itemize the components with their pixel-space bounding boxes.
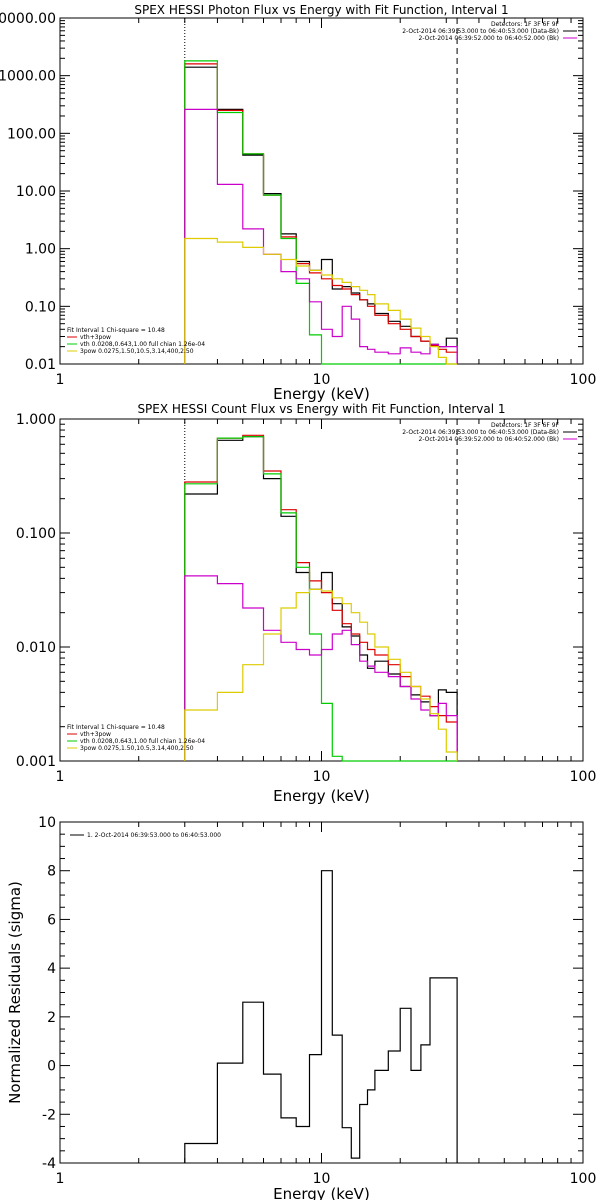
series-line-3 <box>184 436 458 762</box>
x-tick-label: 1 <box>56 372 65 388</box>
series-line-5 <box>184 237 458 365</box>
x-tick-label: 1 <box>56 1171 65 1187</box>
x-tick-label: 1 <box>56 769 65 785</box>
legend-entry: 2-Oct-2014 06:39:53.000 to 06:40:53.000 … <box>402 28 559 35</box>
y-tick-label: 8 <box>47 864 56 880</box>
series-line-5 <box>184 588 458 761</box>
y-tick-label: 0.100 <box>16 526 56 542</box>
series-line-1 <box>184 870 458 1163</box>
legend-entry: vth 0.0208,0.643,1.00 full chian 1.26e-0… <box>80 341 205 348</box>
x-axis-label: Energy (keV) <box>273 1185 370 1200</box>
y-tick-label: 0.001 <box>16 754 56 770</box>
y-tick-label: -4 <box>42 1156 56 1172</box>
legend-entry: Fit Interval 1 Chi-square = 10.48 <box>67 327 165 334</box>
x-tick-label: 100 <box>570 1171 597 1187</box>
legend-entry: 2-Oct-2014 06:39:52.000 to 06:40:52.000 … <box>419 35 560 42</box>
x-axis-label: Energy (keV) <box>273 385 370 403</box>
chart-panel-1: 1 10 100 0.01 0.10 1.00 10.00 100.00 1000.00 1000… <box>0 3 596 403</box>
legend-entry: vth+3pow <box>80 731 111 738</box>
y-tick-label: 0 <box>47 1059 56 1075</box>
y-tick-label: 10000.00 <box>0 11 56 27</box>
x-axis-label: Energy (keV) <box>273 787 370 805</box>
y-tick-label: 2 <box>47 1010 56 1026</box>
y-tick-label: 0.010 <box>16 640 56 656</box>
y-tick-label: 10 <box>38 815 56 831</box>
y-tick-label: 1.00 <box>25 242 56 258</box>
y-tick-label: 1.000 <box>16 412 56 428</box>
legend-entry: 3pow 0.0275,1.50,10.5,3.14,400,2.50 <box>80 348 194 355</box>
legend-entry: Detectors: 1F 3F 6F 9F <box>491 21 560 28</box>
legend-entry: vth 0.0208,0.643,1.00 full chian 1.26e-0… <box>80 738 205 745</box>
y-tick-label: 0.01 <box>25 357 56 373</box>
series-line-2 <box>184 434 458 761</box>
chart-title: SPEX HESSI Count Flux vs Energy with Fit… <box>137 402 505 416</box>
y-tick-label: -2 <box>42 1107 56 1123</box>
x-tick-label: 10 <box>313 769 331 785</box>
legend-entry: 3pow 0.0275,1.50,10.5,3.14,400,2.50 <box>80 745 194 752</box>
y-tick-label: 100.00 <box>7 126 56 142</box>
chart-panel-2: 1 10 100 0.001 0.010 0.100 1.000 SPEX HESSI Cou… <box>16 402 596 805</box>
series-line-4 <box>184 108 458 364</box>
legend-entry: vth+3pow <box>80 334 111 341</box>
y-tick-label: 0.10 <box>25 299 56 315</box>
y-tick-label: 10.00 <box>16 184 56 200</box>
series-line-1 <box>184 436 458 761</box>
legend-entry: 1. 2-Oct-2014 06:39:53.000 to 06:40:53.0… <box>87 832 221 839</box>
x-tick-label: 100 <box>570 372 597 388</box>
x-tick-label: 100 <box>570 769 597 785</box>
legend-entry: Fit Interval 1 Chi-square = 10.48 <box>67 724 165 731</box>
chart-title: SPEX HESSI Photon Flux vs Energy with Fi… <box>134 3 508 17</box>
y-tick-label: 1000.00 <box>0 69 56 85</box>
y-axis-label: Normalized Residuals (sigma) <box>6 881 24 1104</box>
series-line-4 <box>184 575 458 761</box>
y-tick-label: 4 <box>47 961 56 977</box>
y-tick-label: 6 <box>47 912 56 928</box>
series-line-3 <box>184 60 458 365</box>
x-tick-label: 10 <box>313 1171 331 1187</box>
x-tick-label: 10 <box>313 372 331 388</box>
legend-entry: 2-Oct-2014 06:39:53.000 to 06:40:53.000 … <box>402 429 559 436</box>
legend-entry: Detectors: 1F 3F 6F 9F <box>491 422 560 429</box>
legend-entry: 2-Oct-2014 06:39:52.000 to 06:40:52.000 … <box>419 436 560 443</box>
